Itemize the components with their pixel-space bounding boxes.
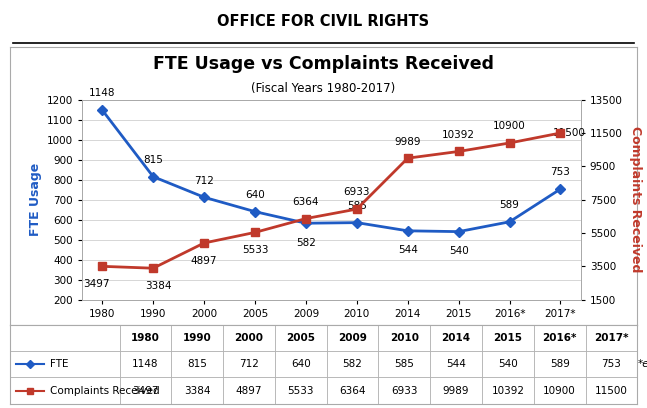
Bar	[586, 325, 637, 351]
Text: 3384: 3384	[146, 281, 172, 291]
Text: 1990: 1990	[183, 333, 212, 343]
Bar	[327, 377, 378, 404]
Bar	[171, 377, 223, 404]
Text: 10900: 10900	[493, 121, 526, 131]
Text: 6933: 6933	[344, 187, 370, 197]
Bar	[10, 377, 120, 404]
Text: 5533: 5533	[242, 246, 269, 255]
Text: 2010: 2010	[389, 333, 419, 343]
Text: 585: 585	[395, 359, 414, 369]
Text: FTE: FTE	[50, 359, 69, 369]
Text: FTE Usage vs Complaints Received: FTE Usage vs Complaints Received	[153, 55, 494, 73]
Text: 4897: 4897	[236, 386, 262, 396]
Bar	[171, 351, 223, 377]
Text: 11500: 11500	[595, 386, 628, 396]
Text: 10392: 10392	[491, 386, 524, 396]
Text: 712: 712	[239, 359, 259, 369]
Bar	[327, 325, 378, 351]
Bar	[586, 351, 637, 377]
Bar	[223, 325, 275, 351]
Bar	[275, 377, 327, 404]
Bar	[223, 377, 275, 404]
Text: 11500: 11500	[553, 128, 586, 138]
Bar	[327, 351, 378, 377]
Text: 10900: 10900	[543, 386, 576, 396]
Bar	[482, 377, 534, 404]
Bar	[10, 325, 120, 351]
Text: 2015: 2015	[494, 333, 522, 343]
Bar	[534, 325, 586, 351]
Text: 589: 589	[550, 359, 569, 369]
Text: 544: 544	[446, 359, 466, 369]
Bar	[430, 377, 482, 404]
Text: (Fiscal Years 1980-2017): (Fiscal Years 1980-2017)	[252, 82, 395, 95]
Bar	[430, 325, 482, 351]
Text: 815: 815	[187, 359, 207, 369]
Text: 6933: 6933	[391, 386, 417, 396]
Text: 4897: 4897	[191, 256, 217, 266]
Text: 540: 540	[498, 359, 518, 369]
Text: 1148: 1148	[132, 359, 159, 369]
Text: *estimate: *estimate	[637, 359, 647, 369]
Bar	[275, 351, 327, 377]
Bar	[534, 351, 586, 377]
Text: 1980: 1980	[131, 333, 160, 343]
Text: 9989: 9989	[395, 137, 421, 146]
Bar	[171, 325, 223, 351]
Text: 640: 640	[291, 359, 311, 369]
Text: 6364: 6364	[292, 197, 319, 207]
Text: 9989: 9989	[443, 386, 469, 396]
Y-axis label: Complaints Received: Complaints Received	[629, 126, 642, 273]
Bar	[482, 325, 534, 351]
Bar	[430, 351, 482, 377]
Bar	[275, 325, 327, 351]
Text: OFFICE FOR CIVIL RIGHTS: OFFICE FOR CIVIL RIGHTS	[217, 14, 430, 29]
Bar	[378, 377, 430, 404]
Text: 2000: 2000	[234, 333, 263, 343]
Text: 2005: 2005	[286, 333, 315, 343]
Text: 753: 753	[602, 359, 621, 369]
Text: 582: 582	[343, 359, 362, 369]
Text: 10392: 10392	[442, 130, 475, 140]
Bar	[378, 325, 430, 351]
Text: 6364: 6364	[339, 386, 366, 396]
Bar	[120, 351, 171, 377]
Text: 3384: 3384	[184, 386, 210, 396]
Bar	[10, 351, 120, 377]
Bar	[586, 377, 637, 404]
Bar	[120, 325, 171, 351]
Bar	[120, 377, 171, 404]
Text: 2009: 2009	[338, 333, 367, 343]
Text: 2014: 2014	[441, 333, 470, 343]
Bar	[482, 351, 534, 377]
Text: 3497: 3497	[132, 386, 159, 396]
Text: Complaints Received: Complaints Received	[50, 386, 160, 396]
Text: 3497: 3497	[83, 279, 110, 289]
Bar	[223, 351, 275, 377]
Text: 5533: 5533	[287, 386, 314, 396]
Bar	[378, 351, 430, 377]
Bar	[534, 377, 586, 404]
Text: 2016*: 2016*	[542, 333, 577, 343]
Text: 2017*: 2017*	[594, 333, 629, 343]
